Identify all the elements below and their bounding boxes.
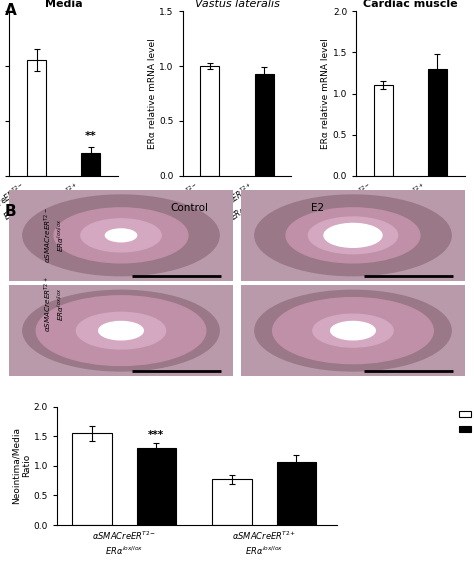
Circle shape [23, 290, 219, 371]
Bar [277, 462, 316, 525]
Circle shape [36, 296, 206, 366]
Circle shape [286, 208, 420, 263]
Legend: Control, E2: Control, E2 [455, 406, 474, 438]
Circle shape [81, 219, 161, 252]
Text: $\alpha$SMACreER$^{T2-}$
ER$\alpha^{lox/lox}$: $\alpha$SMACreER$^{T2-}$ ER$\alpha^{lox/… [42, 207, 67, 263]
Circle shape [331, 321, 375, 340]
Bar [201, 66, 219, 176]
Text: $\alpha$SMACreER$^{T2+}$
ER$\alpha^{lox/lox}$: $\alpha$SMACreER$^{T2+}$ ER$\alpha^{lox/… [42, 277, 67, 332]
Text: ***: *** [148, 430, 164, 440]
Circle shape [313, 314, 393, 347]
Bar [255, 74, 273, 176]
Text: Control: Control [171, 203, 209, 213]
Bar [374, 85, 393, 176]
Title: Vastus lateralis: Vastus lateralis [194, 0, 280, 9]
Circle shape [23, 195, 219, 276]
Text: B: B [5, 204, 17, 219]
Circle shape [324, 224, 382, 247]
Bar [81, 153, 100, 176]
Y-axis label: ERα relative mRNA level: ERα relative mRNA level [147, 38, 156, 149]
Circle shape [255, 195, 451, 276]
Bar [27, 59, 46, 176]
Bar [212, 479, 252, 525]
Y-axis label: ERα relative mRNA level: ERα relative mRNA level [321, 38, 330, 149]
Circle shape [76, 312, 165, 349]
Title: Media: Media [45, 0, 82, 9]
Bar [428, 69, 447, 176]
Text: E2: E2 [311, 203, 324, 213]
Y-axis label: Neointima/Media
Ratio: Neointima/Media Ratio [11, 427, 31, 504]
Circle shape [54, 208, 188, 263]
Text: **: ** [85, 131, 97, 141]
Circle shape [309, 217, 398, 254]
Bar [137, 448, 176, 525]
Circle shape [273, 298, 433, 363]
Title: Cardiac muscle: Cardiac muscle [363, 0, 458, 9]
Circle shape [255, 290, 451, 371]
Bar [73, 434, 111, 525]
Circle shape [105, 229, 137, 242]
Circle shape [99, 321, 143, 340]
Text: A: A [5, 3, 17, 18]
